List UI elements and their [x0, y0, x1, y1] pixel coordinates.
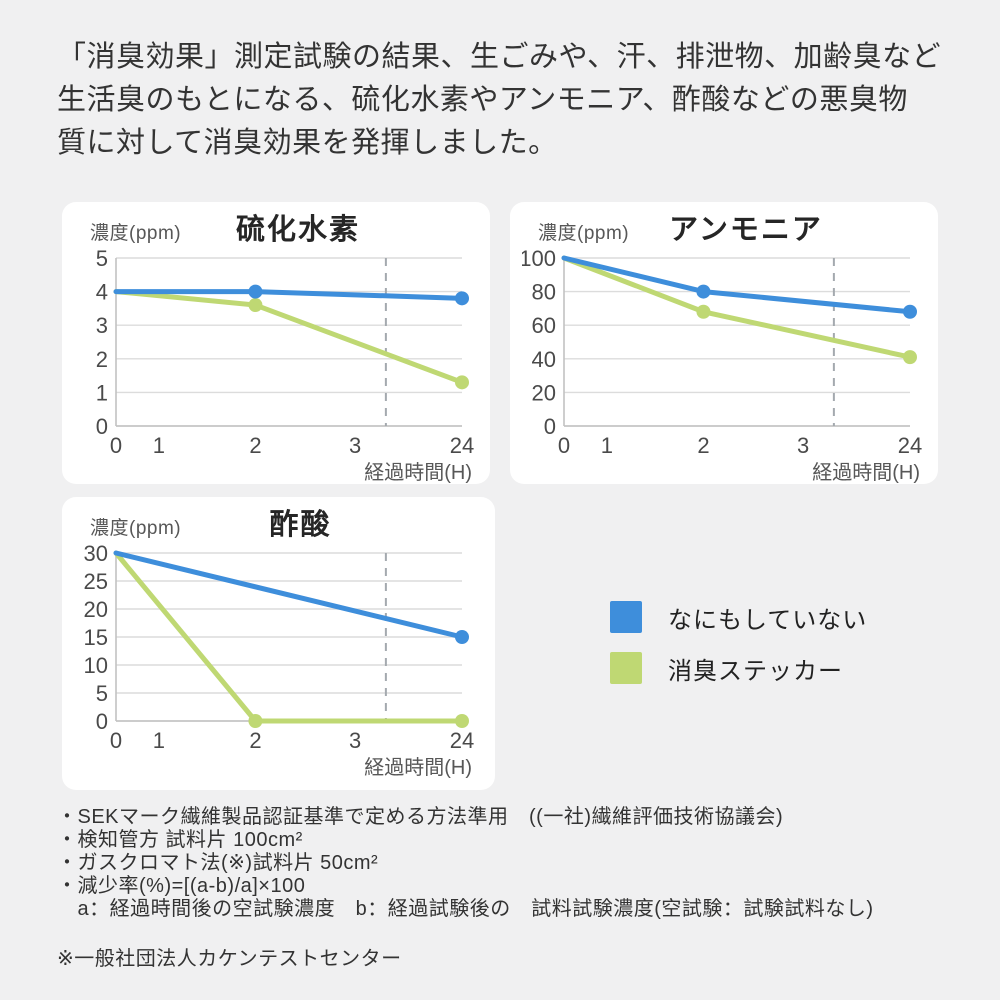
svg-text:3: 3	[96, 313, 108, 338]
svg-text:100: 100	[522, 246, 556, 271]
footnote-source: ※一般社団法人カケンテストセンター	[57, 948, 402, 970]
svg-text:5: 5	[96, 246, 108, 271]
svg-text:60: 60	[532, 313, 556, 338]
chart-card-acetic-acid: 濃度(ppm) 酢酸 0 5 10 15 20 25 30 0 1 2 3 24 経過時間(H)	[62, 497, 495, 790]
y-axis-unit-label: 濃度(ppm)	[538, 223, 630, 244]
svg-text:経過時間(H): 経過時間(H)	[364, 461, 472, 484]
svg-text:10: 10	[84, 653, 108, 678]
svg-text:24: 24	[450, 728, 474, 753]
chart-canvas: 0 20 40 60 80 100 0 1 2 3 24 経過時間(H)	[519, 246, 922, 484]
svg-text:15: 15	[84, 625, 108, 650]
footnote-line: ・SEKマーク繊維製品認証基準で定める方法準用 ((一社)繊維評価技術協議会)	[57, 806, 784, 828]
y-axis-unit-label: 濃度(ppm)	[90, 223, 182, 244]
svg-text:経過時間(H): 経過時間(H)	[364, 756, 472, 779]
svg-text:24: 24	[898, 433, 922, 458]
legend-swatch-blue	[610, 601, 642, 633]
svg-text:20: 20	[532, 380, 556, 405]
legend-swatch-green	[610, 652, 642, 684]
svg-text:0: 0	[558, 433, 570, 458]
chart-plot-hydrogen-sulfide: 0 1 2 3 4 5 0 1 2 3 24 経過時間(H)	[74, 246, 482, 484]
svg-text:30: 30	[84, 541, 108, 566]
legend: なにもしていない 消臭ステッカー	[610, 601, 867, 703]
y-axis-unit-label: 濃度(ppm)	[90, 518, 182, 539]
footnote-line: ・ガスクロマト法(※)試料片 50cm²	[57, 852, 379, 874]
chart-plot-ammonia: 0 20 40 60 80 100 0 1 2 3 24 経過時間(H)	[519, 246, 930, 484]
svg-text:0: 0	[110, 433, 122, 458]
svg-text:2: 2	[697, 433, 709, 458]
svg-text:0: 0	[544, 414, 556, 439]
chart-title-hydrogen-sulfide: 硫化水素	[235, 214, 361, 246]
svg-text:2: 2	[96, 347, 108, 372]
legend-item-deodorant-sticker: 消臭ステッカー	[610, 652, 867, 685]
svg-text:1: 1	[153, 433, 165, 458]
svg-text:3: 3	[797, 433, 809, 458]
legend-item-untreated: なにもしていない	[610, 601, 868, 634]
svg-text:経過時間(H): 経過時間(H)	[812, 461, 920, 484]
footnote-line: ・減少率(%)=[(a-b)/a]×100	[57, 875, 306, 897]
chart-card-ammonia: 濃度(ppm) アンモニア 0 20 40 60 80 100 0 1 2 3 24 経過時間(H)	[510, 202, 938, 484]
svg-text:0: 0	[110, 728, 122, 753]
chart-plot-acetic-acid: 0 5 10 15 20 25 30 0 1 2 3 24 経過時間(H)	[74, 541, 482, 779]
chart-title-ammonia: アンモニア	[669, 214, 823, 246]
footnote-line: ・検知管方 試料片 100cm²	[57, 829, 303, 851]
chart-canvas: 0 1 2 3 4 5 0 1 2 3 24 経過時間(H)	[96, 246, 474, 484]
footnotes: ・SEKマーク繊維製品認証基準で定める方法準用 ((一社)繊維評価技術協議会) …	[57, 806, 957, 971]
svg-text:40: 40	[532, 347, 556, 372]
svg-text:2: 2	[249, 728, 261, 753]
svg-text:25: 25	[84, 569, 108, 594]
svg-text:0: 0	[96, 414, 108, 439]
chart-title-acetic-acid: 酢酸	[269, 509, 332, 541]
svg-text:0: 0	[96, 709, 108, 734]
svg-text:3: 3	[349, 433, 361, 458]
svg-text:20: 20	[84, 597, 108, 622]
intro-paragraph: 「消臭効果」測定試験の結果、生ごみや、汗、排泄物、加齢臭など 生活臭のもとになる…	[57, 41, 942, 159]
svg-text:24: 24	[450, 433, 474, 458]
legend-label-untreated: なにもしていない	[668, 606, 868, 634]
svg-text:80: 80	[532, 280, 556, 305]
svg-text:1: 1	[96, 380, 108, 405]
svg-text:3: 3	[349, 728, 361, 753]
chart-card-hydrogen-sulfide: 濃度(ppm) 硫化水素 0 1 2 3 4 5 0 1 2 3 24 経過時間(H)	[62, 202, 490, 484]
svg-text:5: 5	[96, 681, 108, 706]
svg-text:1: 1	[601, 433, 613, 458]
svg-text:2: 2	[249, 433, 261, 458]
svg-text:1: 1	[153, 728, 165, 753]
footnote-line: a：経過時間後の空試験濃度 b：経過試験後の 試料試験濃度(空試験：試験試料なし…	[57, 898, 874, 920]
legend-label-deodorant-sticker: 消臭ステッカー	[668, 657, 843, 685]
svg-text:4: 4	[96, 280, 108, 305]
